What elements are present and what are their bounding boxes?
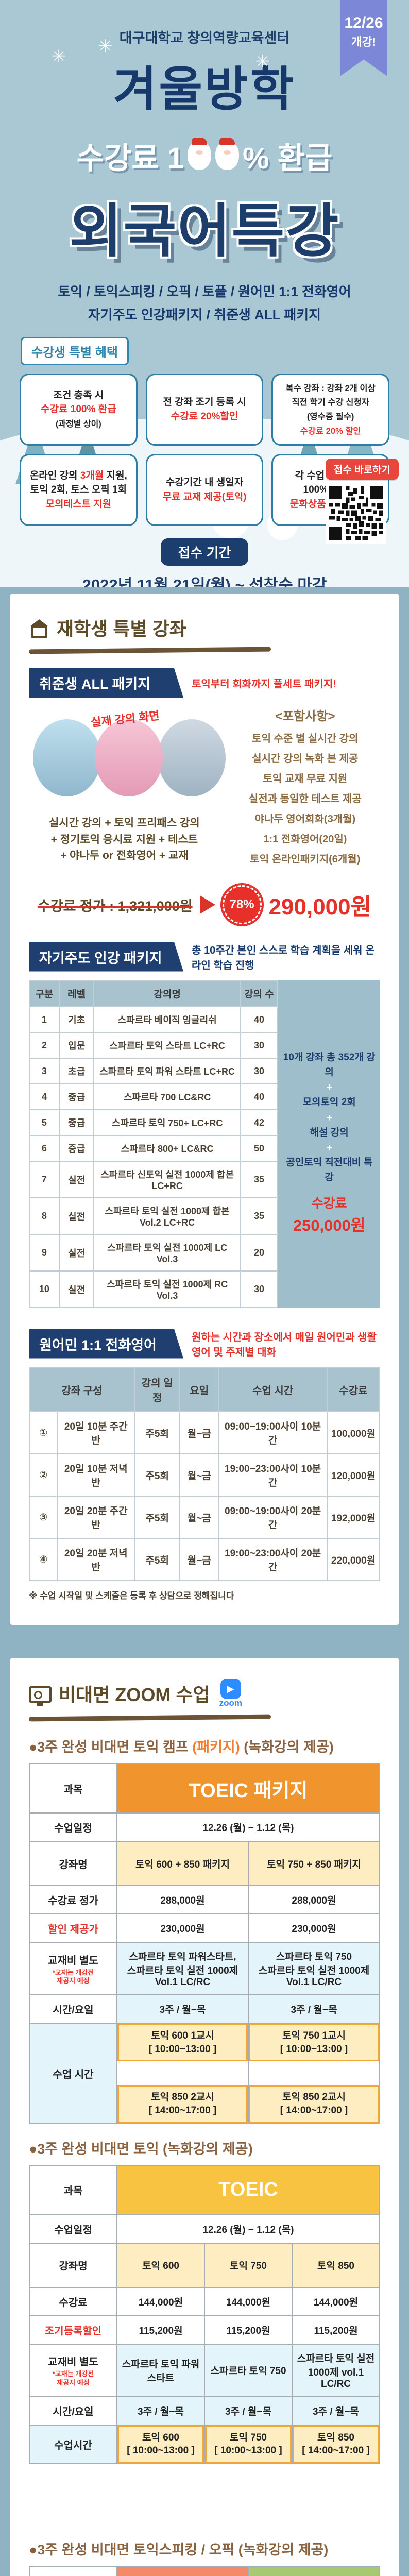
speaking-opic-table: 과목TOEICSpeakingOPIc수업일정12.26 (월) ~ 1.12 … <box>29 2565 380 2576</box>
allpkg-caption: 실시간 강의 + 토익 프리패스 강의 + 정기토익 응시료 지원 + 테스트 + … <box>49 817 200 861</box>
santa-icon <box>215 138 240 170</box>
student-benefit-label: 수강생 특별 혜택 <box>21 337 129 365</box>
phone-english-table: 강좌 구성 강의 일정 요일 수업 시간 수강료 ① 20일 10분 주간반 주5회 월~금 09… <box>28 1367 381 1581</box>
monitor-icon <box>29 1686 52 1706</box>
apply-period-block: 접수 기간 2022년 11월 21일(월) ~ 선착순 마감 강의 기간 20… <box>0 538 409 587</box>
lecture-photos: 실제 강의 화면 <box>29 709 226 807</box>
allpkg-price-row: 수강료 정가 : 1,321,000원 78% 290,000원 <box>29 885 380 924</box>
zoom-heading-3: ●3주 완성 비대면 토익스피킹 / 오픽 (녹화강의 제공) <box>29 2541 329 2557</box>
lecturer-photo <box>95 719 163 796</box>
register-now-button[interactable]: 접수 바로하기 <box>325 459 399 480</box>
special-course-card: 재학생 특별 강좌 취준생 ALL 패키지 토익부터 회화까지 풀세트 패키지!… <box>10 594 399 1625</box>
toeic-table: 과목 TOEIC 수업일정 12.26 (월) ~ 1.12 (목) 강좌명 토익 600… <box>29 2164 380 2464</box>
price-discounted: 290,000원 <box>268 894 372 920</box>
benefit-card: 수강기간 내 생일자 무료 교재 제공(토익) <box>145 454 264 526</box>
zoom-heading-2: ●3주 완성 비대면 토익 (녹화강의 제공) <box>29 2141 253 2157</box>
phone-english-ribbon: 원어민 1:1 전화영어 <box>29 1329 183 1359</box>
opening-date: 12/26 <box>344 14 383 31</box>
qr-block: 접수 바로하기 <box>325 459 399 544</box>
zoom-section-title: 비대면 ZOOM 수업 ▶ zoom <box>29 1679 380 1708</box>
org-name-top: 대구대학교 창의역량교육센터 <box>119 30 290 46</box>
santa-icon <box>188 138 212 170</box>
phone-footnote: ※ 수업 시작일 및 스케줄은 등록 후 상담으로 정해집니다 <box>29 1591 234 1601</box>
toeic-package-table: 과목 TOEIC 패키지 수업일정 12.26 (월) ~ 1.12 (목) 강좌명 토익… <box>29 1763 380 2124</box>
selfstudy-summary-panel: 10개 강좌 총 352개 강의 + 모의토익 2회 + 해설 강의 + 공인토익 직전대비… <box>278 980 380 1308</box>
arrow-icon <box>199 895 215 914</box>
hero-section: 12/26 개강! ✳ ✳ ✳ 대구대학교 창의역량교육센터 겨울방학 수강료 … <box>0 0 409 587</box>
benefit-card: 전 강좌 조기 등록 시 수강료 20%할인 <box>145 374 264 446</box>
price-original: 수강료 정가 : 1,321,000원 <box>37 898 193 914</box>
benefit-card: 조건 충족 시 수강료 100% 환급 (과정별 상이) <box>20 374 138 446</box>
lecturer-photo <box>158 719 226 796</box>
allpkg-block: 실제 강의 화면 실시간 강의 + 토익 프리패스 강의 + 정기토익 응시료 지… <box>29 706 380 870</box>
benefit-card: 온라인 강의 3개월 지원, 토익 2회, 토스 오픽 1회 모의테스트 지원 <box>20 454 138 526</box>
allpkg-included-list: <포함사항> 토익 수준 별 실시간 강의 실시간 강의 녹화 본 제공 토익 교재… <box>248 709 362 865</box>
photo-caption: 실제 강의 화면 <box>90 709 160 729</box>
zoom-camera-icon: ▶ <box>220 1679 241 1699</box>
discount-badge: 78% <box>222 885 262 924</box>
selfstudy-ribbon: 자기주도 인강 패키지 <box>29 942 183 972</box>
benefit-card: 복수 강좌 : 강좌 2개 이상 직전 학기 수강 신청자 (영수증 필수) 수강료 … <box>271 374 389 446</box>
hero-subtitle-1: 토익 / 토익스피킹 / 오픽 / 토플 / 원어민 1:1 전화영어 <box>58 284 351 299</box>
zoom-heading-1: ●3주 완성 비대면 토익 캠프 (패키지) (녹화강의 제공) <box>29 1739 334 1755</box>
allpkg-ribbon-note: 토익부터 회화까지 풀세트 패키지! <box>192 679 336 690</box>
snowflake-icon: ✳ <box>52 47 66 66</box>
hero-title-refund: 수강료 1% 환급 <box>76 138 333 175</box>
content-band: 재학생 특별 강좌 취준생 ALL 패키지 토익부터 회화까지 풀세트 패키지!… <box>0 587 409 2576</box>
apply-period-date: 2022년 11월 21일(월) ~ 선착순 마감 <box>82 576 327 587</box>
lecturer-photo <box>33 719 101 796</box>
qr-code[interactable] <box>325 483 386 544</box>
selfstudy-block: 구분 레벨 강의명 강의 수 1 기초 스파르타 베이직 잉글리쉬 40 2 입문 스파르타 토익 … <box>29 980 380 1308</box>
special-section-title: 재학생 특별 강좌 <box>29 614 380 641</box>
snowflake-icon: ✳ <box>98 37 113 56</box>
apply-period-pill: 접수 기간 <box>160 538 249 566</box>
hero-title-winter: 겨울방학 <box>113 63 296 116</box>
house-icon <box>29 619 49 638</box>
brush-underline <box>28 647 271 654</box>
hero-subtitle-2: 자기주도 인강패키지 / 취준생 ALL 패키지 <box>88 307 321 323</box>
brush-underline <box>28 1714 271 1722</box>
hero-title-main: 외국어특강 <box>69 199 340 263</box>
allpkg-ribbon: 취준생 ALL 패키지 <box>29 668 183 698</box>
zoom-logo: ▶ zoom <box>219 1679 242 1708</box>
selfstudy-ribbon-note: 총 10주간 본인 스스로 학습 계획을 세워 온라인 학습 진행 <box>192 945 375 971</box>
selfstudy-table: 구분 레벨 강의명 강의 수 1 기초 스파르타 베이직 잉글리쉬 40 2 입문 스파르타 토익 … <box>29 980 279 1308</box>
phone-english-ribbon-note: 원하는 시간과 장소에서 매일 원어민과 생활 영어 및 주제별 대화 <box>192 1332 377 1358</box>
snowflake-icon: ✳ <box>255 52 270 72</box>
zoom-offline-card: 비대면 ZOOM 수업 ▶ zoom ●3주 완성 비대면 토익 캠프 (패키지… <box>10 1658 399 2576</box>
